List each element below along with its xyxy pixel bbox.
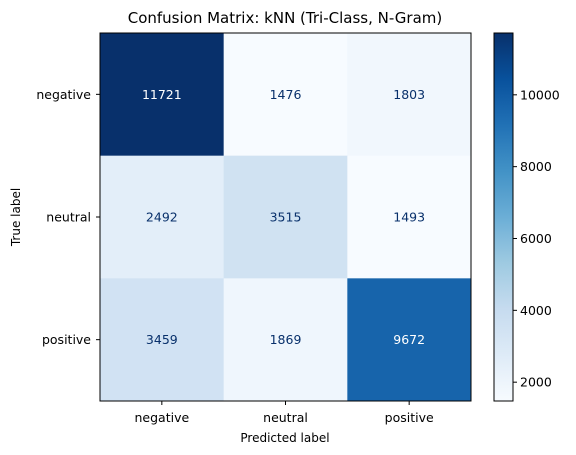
heatmap-cell bbox=[223, 155, 348, 279]
heatmap-cells: 11721 1476 1803 2492 3515 1493 3459 1869 9672 bbox=[100, 33, 472, 402]
cell-value-label: 3515 bbox=[270, 210, 302, 225]
colorbar-tick-label: 2000 bbox=[520, 375, 552, 390]
colorbar-tick-label: 10000 bbox=[520, 87, 560, 102]
cell-value-label: 1869 bbox=[270, 332, 302, 347]
cell-value-label: 2492 bbox=[146, 210, 178, 225]
x-tick-label: neutral bbox=[263, 410, 308, 425]
colorbar-tick-label: 4000 bbox=[520, 303, 552, 318]
colorbar-ticks: 2000 4000 6000 8000 10000 bbox=[513, 87, 560, 390]
cell-value-label: 1493 bbox=[393, 210, 425, 225]
y-axis-ticks: negative neutral positive bbox=[36, 87, 100, 347]
heatmap-cell bbox=[223, 278, 348, 402]
x-axis-ticks: negative neutral positive bbox=[134, 401, 434, 425]
heatmap-cell bbox=[347, 33, 472, 157]
colorbar bbox=[493, 32, 514, 402]
heatmap-cell bbox=[100, 33, 225, 157]
cell-value-label: 1803 bbox=[393, 87, 425, 102]
cell-value-label: 3459 bbox=[146, 332, 178, 347]
x-tick-label: positive bbox=[385, 410, 434, 425]
y-tick-label: negative bbox=[36, 87, 91, 102]
x-tick-label: negative bbox=[134, 410, 189, 425]
heatmap-cell bbox=[347, 155, 472, 279]
cell-value-label: 9672 bbox=[393, 332, 425, 347]
heatmap-cell bbox=[100, 278, 225, 402]
y-axis-label: True label bbox=[9, 188, 23, 247]
cell-value-label: 11721 bbox=[142, 87, 182, 102]
heatmap-cell bbox=[223, 33, 348, 157]
y-tick-label: positive bbox=[42, 332, 91, 347]
colorbar-tick-label: 8000 bbox=[520, 159, 552, 174]
cell-value-label: 1476 bbox=[270, 87, 302, 102]
heatmap-cell bbox=[100, 155, 225, 279]
x-axis-label: Predicted label bbox=[240, 431, 329, 445]
chart-title: Confusion Matrix: kNN (Tri-Class, N-Gram… bbox=[128, 9, 443, 27]
y-tick-label: neutral bbox=[46, 210, 91, 225]
colorbar-tick-label: 6000 bbox=[520, 231, 552, 246]
heatmap-cell bbox=[347, 278, 472, 402]
